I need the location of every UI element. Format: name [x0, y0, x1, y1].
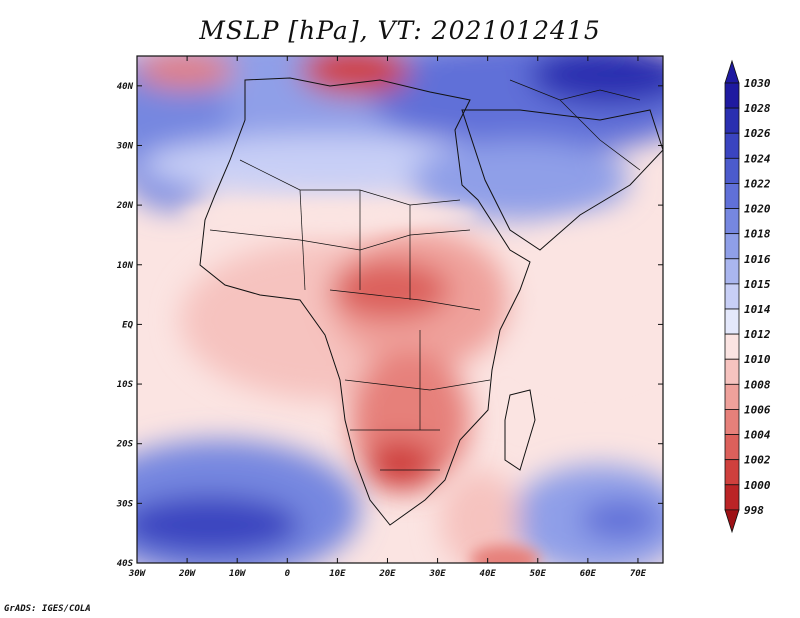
y-tick-label: 10S [117, 380, 134, 390]
y-tick-label: 10N [117, 261, 134, 271]
colorbar-segment [724, 132, 740, 159]
x-tick-label: 50E [530, 569, 547, 579]
x-tick-label: 30W [128, 569, 147, 579]
colorbar-segment [724, 333, 740, 360]
colorbar-bottom-arrow [724, 509, 740, 534]
colorbar-segment [724, 233, 740, 260]
colorbar-segment [724, 258, 740, 285]
colorbar-segment [724, 383, 740, 410]
plot-frame [136, 55, 664, 564]
y-tick-label: 40S [117, 559, 134, 569]
colorbar-segment [724, 434, 740, 461]
colorbar-label: 1020 [744, 203, 771, 216]
colorbar-segment [724, 157, 740, 184]
colorbar-label: 1004 [744, 429, 771, 442]
colorbar-label: 1015 [744, 278, 771, 291]
y-tick-label: 20S [116, 440, 134, 450]
chart-title: MSLP [hPa], VT: 2021012415 [199, 16, 601, 45]
x-tick-label: 60E [580, 569, 597, 579]
y-tick-label: 30N [116, 141, 134, 151]
colorbar: 1030 1028 1026 1024 1022 1020 1018 1016 1015 1014… [724, 59, 771, 534]
y-tick-label: 20N [116, 201, 134, 211]
y-tick-label: 30S [116, 499, 134, 509]
y-tick-label: EQ [122, 320, 133, 330]
colorbar-label: 1022 [744, 177, 771, 190]
x-tick-label: 10E [329, 569, 346, 579]
x-tick-label: 30E [428, 569, 446, 579]
colorbar-label: 1010 [744, 353, 771, 366]
colorbar-segment [724, 409, 740, 435]
colorbar-label: 1016 [744, 253, 771, 266]
colorbar-label: 1018 [744, 228, 771, 241]
colorbar-segment [724, 208, 740, 235]
colorbar-top-arrow [724, 59, 740, 84]
colorbar-segment [724, 308, 740, 335]
pressure-field [137, 56, 663, 563]
x-tick-label: 70E [630, 569, 647, 579]
y-tick-label: 40N [117, 82, 134, 92]
colorbar-label: 1014 [744, 303, 771, 316]
colorbar-segment [724, 484, 740, 511]
colorbar-segment [724, 183, 740, 209]
x-tick-label: 40E [480, 569, 497, 579]
colorbar-label: 1012 [744, 328, 771, 341]
colorbar-label: 1002 [744, 454, 771, 467]
borders [209, 79, 641, 471]
x-tick-label: 20W [178, 569, 197, 579]
colorbar-label: 1030 [744, 77, 771, 90]
colorbar-label: 1024 [744, 152, 771, 165]
colorbar-label: 1006 [744, 403, 771, 416]
credit-text: GrADS: IGES/COLA [4, 604, 91, 614]
x-tick-label: 10W [229, 569, 247, 579]
colorbar-label: 1000 [744, 479, 771, 492]
axes: 30W 20W 10W 0 10E 20E 30E 40E 50E 60E 70E 40N 30N 20N… [116, 56, 663, 579]
colorbar-label: 1008 [744, 378, 771, 391]
colorbar-segment [724, 107, 740, 134]
colorbar-segment [724, 459, 740, 486]
colorbar-segment [724, 82, 740, 109]
coastlines [199, 77, 663, 526]
colorbar-label: 1026 [744, 127, 771, 140]
colorbar-segment [724, 283, 740, 310]
colorbar-label: 998 [744, 504, 764, 517]
colorbar-label: 1028 [744, 102, 771, 115]
colorbar-segment [724, 358, 740, 385]
x-tick-label: 20E [378, 569, 396, 579]
x-tick-label: 0 [285, 569, 291, 579]
